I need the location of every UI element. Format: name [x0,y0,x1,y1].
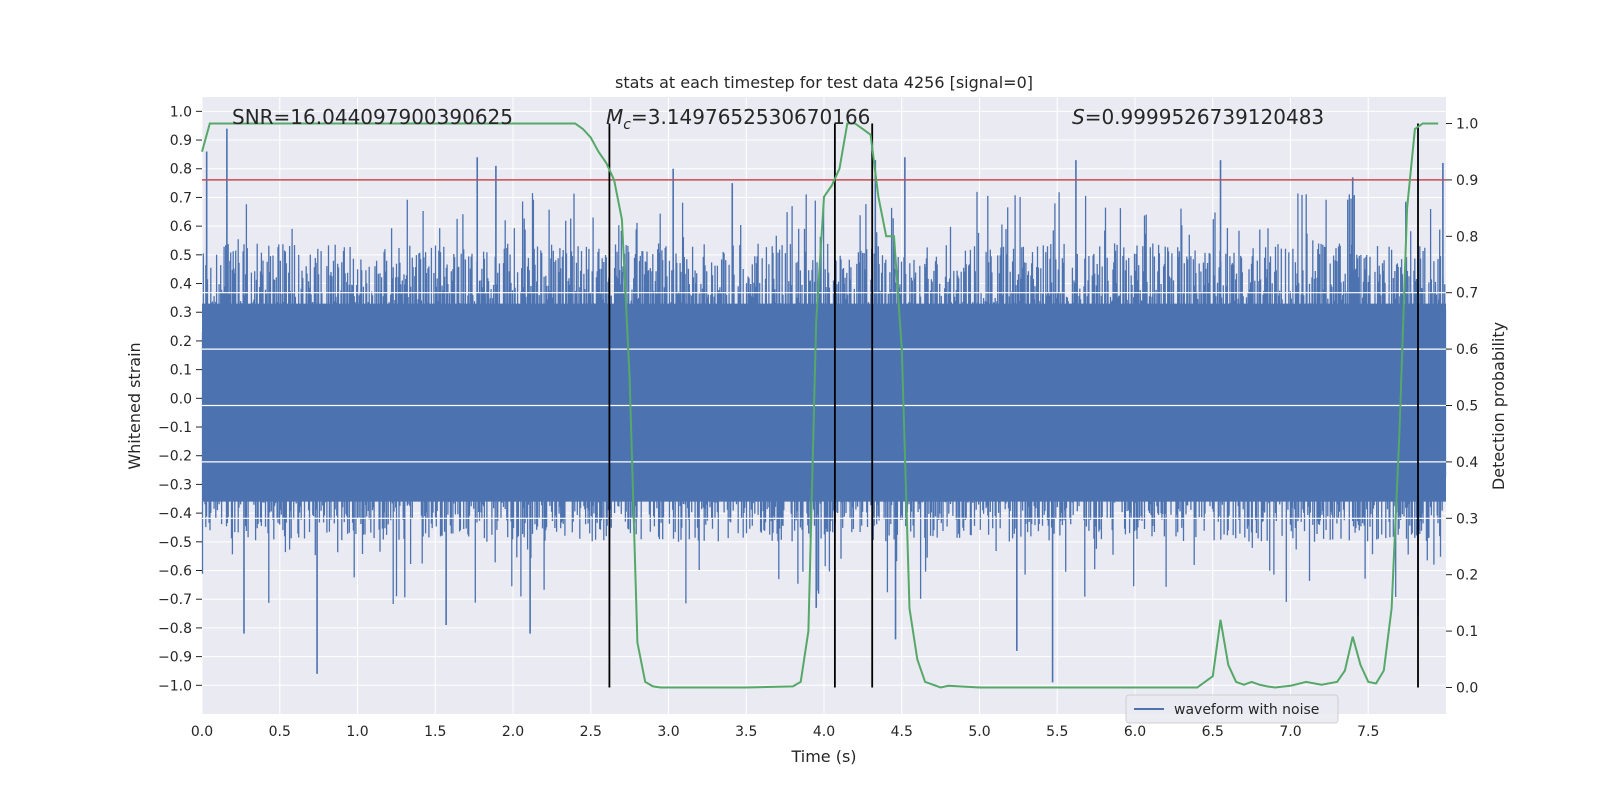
y-tick-label: 0.0 [170,391,192,407]
chirp-mass-symbol: M [606,105,623,129]
x-tick-label: 4.0 [813,724,835,740]
probability-series-line [201,122,1439,689]
y-tick-label: 0.7 [170,190,192,206]
y2-axis-label: Detection probability [1489,322,1508,490]
y-tick-label: 0.5 [170,248,192,264]
x-tick-label: 3.0 [657,724,679,740]
score-value: =0.9999526739120483 [1085,105,1324,129]
y2-tick-label: 0.1 [1456,624,1478,640]
chirp-mass-value: =3.1497652530670166 [631,105,870,129]
y-tick-label: 1.0 [170,104,192,120]
legend: waveform with noise [1125,694,1339,724]
x-tick-label: 4.5 [891,724,913,740]
chirp-mass-subscript: c [623,117,631,133]
chart-title: stats at each timestep for test data 425… [615,73,1033,92]
x-axis-ticks: 0.0 0.5 1.0 1.5 2.0 2.5 3.0 3.5 4.0 4.5 5.0 5.5 6.0 6… [191,724,1380,740]
y-tick-label: −0.3 [158,477,192,493]
y-tick-label: 0.8 [170,162,192,178]
y2-tick-label: 0.0 [1456,680,1478,696]
x-tick-label: 3.5 [735,724,757,740]
y-tick-label: −0.5 [158,535,192,551]
y-tick-label: −0.9 [158,650,192,666]
y2-tick-label: 0.7 [1456,286,1478,302]
legend-label-waveform: waveform with noise [1174,702,1319,718]
y-tick-label: 0.9 [170,133,192,149]
x-tick-label: 6.5 [1202,724,1224,740]
score-symbol: S [1072,105,1085,129]
y2-tick-label: 0.9 [1456,173,1478,189]
waveform-series [201,128,1447,683]
y-tick-label: −0.6 [158,564,192,580]
score-annotation: S=0.9999526739120483 [1072,105,1324,129]
x-tick-label: 7.5 [1357,724,1379,740]
y2-tick-label: 0.6 [1456,342,1478,358]
vertical-markers [608,123,1419,688]
y-axis-ticks: 1.0 0.9 0.8 0.7 0.6 0.5 0.4 0.3 0.2 0.1 0.0 −0.1 −0.… [158,104,202,694]
x-tick-label: 1.0 [346,724,368,740]
x-tick-label: 5.0 [968,724,990,740]
y2-tick-label: 0.4 [1456,455,1478,471]
y2-tick-label: 0.2 [1456,568,1478,584]
y2-axis-ticks: 1.0 0.9 0.8 0.7 0.6 0.5 0.4 0.3 0.2 0.1 0.0 [1446,117,1478,696]
x-tick-label: 5.5 [1046,724,1068,740]
y-tick-label: −0.4 [158,506,192,522]
y2-tick-label: 1.0 [1456,117,1478,133]
y-tick-label: −0.1 [158,420,192,436]
y2-tick-label: 0.8 [1456,229,1478,245]
x-tick-label: 7.0 [1279,724,1301,740]
waveform-dense-band [202,303,1446,502]
y2-tick-label: 0.5 [1456,399,1478,415]
snr-annotation: SNR=16.044097900390625 [232,105,513,129]
x-tick-label: 2.0 [502,724,524,740]
y-tick-label: −0.7 [158,592,192,608]
x-tick-label: 0.5 [269,724,291,740]
y-tick-label: 0.4 [170,277,192,293]
y-tick-label: −1.0 [158,678,192,694]
y-tick-label: 0.1 [170,363,192,379]
x-axis-label: Time (s) [790,747,856,766]
y-tick-label: −0.2 [158,449,192,465]
x-tick-label: 6.0 [1124,724,1146,740]
x-tick-label: 2.5 [580,724,602,740]
y2-tick-label: 0.3 [1456,511,1478,527]
y-tick-label: 0.3 [170,305,192,321]
y-tick-label: 0.2 [170,334,192,350]
x-tick-label: 0.0 [191,724,213,740]
y-axis-label: Whitened strain [125,342,144,469]
chirp-mass-annotation: Mc=3.1497652530670166 [606,105,870,133]
y-tick-label: 0.6 [170,219,192,235]
x-tick-label: 1.5 [424,724,446,740]
legend-box [1125,694,1339,724]
y-tick-label: −0.8 [158,621,192,637]
